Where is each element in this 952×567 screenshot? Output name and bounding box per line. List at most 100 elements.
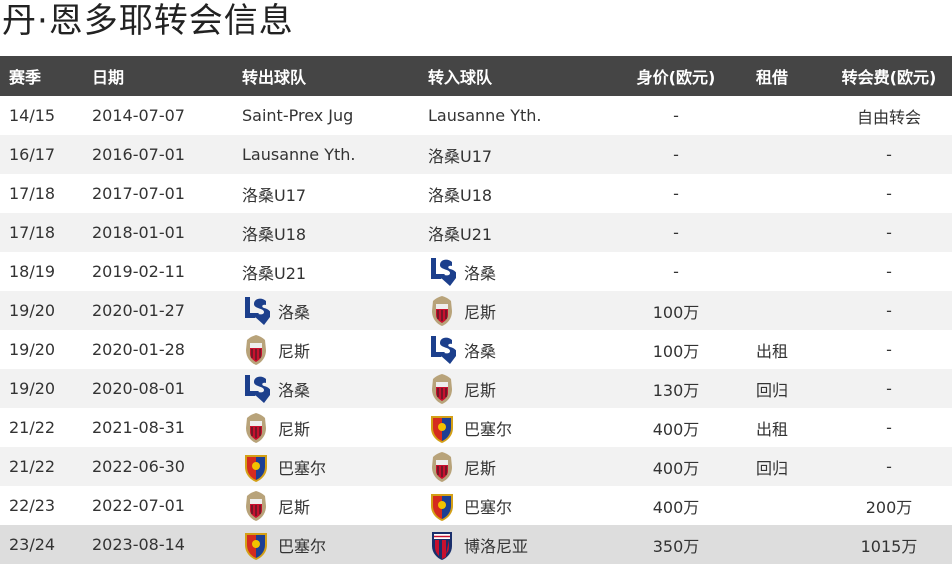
fee-cell: 自由转会	[856, 107, 921, 127]
loan-cell: 回归	[746, 369, 826, 408]
from-team-name[interactable]: 洛桑	[278, 380, 311, 400]
to-team-cell: Lausanne Yth.	[420, 96, 606, 135]
from-team[interactable]: 尼斯	[242, 412, 420, 444]
to-team-name[interactable]: 洛桑	[464, 263, 497, 283]
basel-logo-icon	[242, 451, 270, 483]
basel-logo-icon	[242, 529, 270, 561]
lausanne-logo-icon	[428, 256, 458, 288]
from-team-name[interactable]: 巴塞尔	[278, 536, 327, 556]
fee-cell: -	[886, 184, 892, 203]
to-team-name[interactable]: 尼斯	[464, 458, 497, 478]
season-cell: 22/23	[9, 496, 56, 515]
from-team-name[interactable]: 洛桑U18	[242, 224, 307, 244]
to-team[interactable]: 巴塞尔	[428, 490, 606, 522]
to-team[interactable]: 洛桑	[428, 256, 606, 288]
from-team[interactable]: 尼斯	[242, 490, 420, 522]
to-team-name[interactable]: 巴塞尔	[464, 419, 513, 439]
lausanne-logo-icon	[242, 373, 272, 405]
date-cell: 2022-06-30	[84, 447, 234, 486]
from-team[interactable]: 洛桑	[242, 373, 420, 405]
table-row: 21/22 2022-06-30 巴塞尔 尼斯 400万 回归 -	[0, 447, 952, 486]
from-team-name[interactable]: 洛桑	[278, 302, 311, 322]
from-team-name[interactable]: 尼斯	[278, 341, 311, 361]
to-team[interactable]: 洛桑U18	[428, 182, 606, 206]
header-to-team: 转入球队	[420, 56, 606, 96]
loan-cell: 回归	[746, 447, 826, 486]
season-cell: 21/22	[0, 447, 84, 486]
from-team[interactable]: 巴塞尔	[242, 451, 420, 483]
from-team[interactable]: 洛桑U18	[242, 221, 420, 245]
to-team-name[interactable]: 洛桑U21	[428, 224, 493, 244]
table-row: 17/18 2018-01-01 洛桑U18 洛桑U21 - -	[0, 213, 952, 252]
to-team-name[interactable]: 洛桑	[464, 341, 497, 361]
from-team-cell: 洛桑U17	[234, 174, 420, 213]
table-row: 22/23 2022-07-01 尼斯 巴塞尔 400万 200万	[0, 486, 952, 525]
from-team-name[interactable]: 洛桑U17	[242, 185, 307, 205]
to-team[interactable]: 尼斯	[428, 451, 606, 483]
loan-cell	[746, 213, 826, 252]
from-team[interactable]: 洛桑U17	[242, 182, 420, 206]
season-cell: 14/15	[9, 106, 56, 125]
from-team-name[interactable]: 巴塞尔	[278, 458, 327, 478]
header-fee: 转会费(欧元)	[826, 56, 952, 96]
header-from-team: 转出球队	[234, 56, 420, 96]
from-team-cell: 尼斯	[234, 330, 420, 369]
from-team[interactable]: 尼斯	[242, 334, 420, 366]
from-team-name[interactable]: 尼斯	[278, 419, 311, 439]
from-team[interactable]: Saint-Prex Jug	[242, 106, 420, 125]
loan-cell	[746, 525, 826, 564]
to-team[interactable]: 洛桑	[428, 334, 606, 366]
fee-cell: -	[826, 369, 952, 408]
to-team[interactable]: 尼斯	[428, 373, 606, 405]
to-team[interactable]: 洛桑U21	[428, 221, 606, 245]
from-team[interactable]: 洛桑U21	[242, 260, 420, 284]
value-cell: 130万	[606, 369, 746, 408]
fee-cell: -	[826, 447, 952, 486]
date-cell: 2023-08-14	[84, 525, 234, 564]
table-row: 17/18 2017-07-01 洛桑U17 洛桑U18 - -	[0, 174, 952, 213]
to-team[interactable]: Lausanne Yth.	[428, 106, 606, 125]
to-team-name[interactable]: 洛桑U18	[428, 185, 493, 205]
from-team[interactable]: 巴塞尔	[242, 529, 420, 561]
from-team-name[interactable]: Saint-Prex Jug	[242, 106, 354, 125]
date-cell: 2020-08-01	[84, 369, 234, 408]
from-team-name[interactable]: 洛桑U21	[242, 263, 307, 283]
from-team[interactable]: Lausanne Yth.	[242, 145, 420, 164]
from-team-name[interactable]: Lausanne Yth.	[242, 145, 356, 164]
to-team[interactable]: 尼斯	[428, 295, 606, 327]
lausanne-logo-icon	[428, 334, 458, 366]
from-team-name[interactable]: 尼斯	[278, 497, 311, 517]
header-loan: 租借	[746, 56, 826, 96]
table-row: 19/20 2020-08-01 洛桑 尼斯 130万 回归 -	[0, 369, 952, 408]
to-team-name[interactable]: 尼斯	[464, 302, 497, 322]
value-cell: 400万	[652, 497, 700, 517]
fee-cell: -	[826, 213, 952, 252]
page-title: 丹·恩多耶转会信息	[2, 1, 294, 41]
fee-cell: -	[886, 262, 892, 281]
to-team-name[interactable]: 巴塞尔	[464, 497, 513, 517]
to-team[interactable]: 博洛尼亚	[428, 529, 606, 561]
date-cell: 2016-07-01	[84, 135, 234, 174]
to-team-name[interactable]: Lausanne Yth.	[428, 106, 542, 125]
loan-cell	[746, 96, 826, 135]
to-team-cell: 洛桑	[420, 330, 606, 369]
fee-cell: 1015万	[826, 525, 952, 564]
to-team[interactable]: 巴塞尔	[428, 412, 606, 444]
to-team-name[interactable]: 博洛尼亚	[464, 536, 529, 556]
season-cell: 17/18	[0, 213, 84, 252]
to-team-name[interactable]: 尼斯	[464, 380, 497, 400]
loan-cell: 出租	[756, 341, 789, 361]
to-team[interactable]: 洛桑U17	[428, 143, 606, 167]
value-cell: -	[673, 184, 679, 203]
loan-cell	[746, 135, 826, 174]
season-cell: 19/20	[9, 340, 56, 359]
table-header: 赛季 日期 转出球队 转入球队 身价(欧元) 租借 转会费(欧元)	[0, 56, 952, 96]
to-team-cell: 洛桑U21	[420, 213, 606, 252]
from-team[interactable]: 洛桑	[242, 295, 420, 327]
date-cell: 2018-01-01	[84, 213, 234, 252]
value-cell: -	[606, 213, 746, 252]
value-cell: 400万	[606, 447, 746, 486]
to-team-name[interactable]: 洛桑U17	[428, 146, 493, 166]
table-row: 14/15 2014-07-07 Saint-Prex Jug Lausanne Yt…	[0, 96, 952, 135]
basel-logo-icon	[428, 412, 456, 444]
